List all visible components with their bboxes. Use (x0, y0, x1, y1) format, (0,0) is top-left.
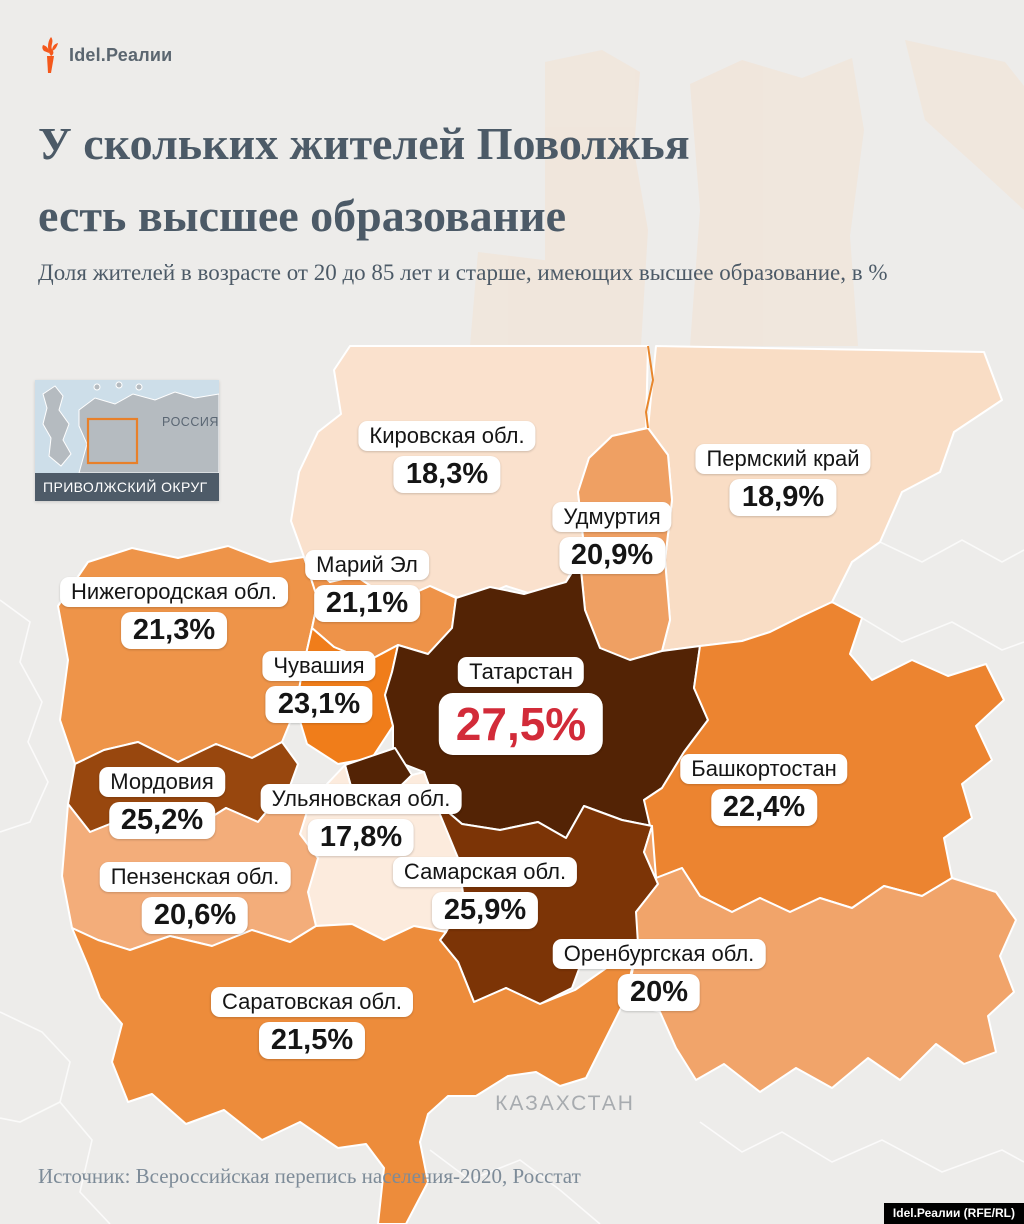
kazakhstan-label: КАЗАХСТАН (495, 1092, 635, 1115)
region-name-pill: Чувашия (262, 651, 376, 681)
region-name-pill: Марий Эл (305, 550, 429, 580)
brand-logo: Idel.Реалии (36, 36, 172, 74)
region-value-pill: 21,3% (120, 612, 228, 649)
region-label-orenburgskaya: Оренбургская обл. 20% (552, 939, 766, 1011)
region-value-pill: 22,4% (710, 789, 818, 826)
torch-icon (42, 37, 58, 73)
region-value-pill: 20% (617, 974, 701, 1011)
region-value-pill: 18,9% (729, 479, 837, 516)
district-banner: ПРИВОЛЖСКИЙ ОКРУГ (35, 473, 219, 501)
page-subtitle: Доля жителей в возрасте от 20 до 85 лет … (38, 260, 888, 285)
region-name-pill: Саратовская обл. (210, 987, 414, 1017)
region-label-udmurtia: Удмуртия 20,9% (552, 502, 672, 574)
source-note: Источник: Всероссийская перепись населен… (38, 1164, 581, 1188)
page-title: У скольких жителей Поволжья есть высшее … (38, 108, 690, 252)
region-value-pill: 25,9% (431, 892, 539, 929)
inset-landmass (42, 381, 219, 473)
page-title-line2: есть высшее образование (38, 190, 567, 241)
region-name-pill: Башкортостан (680, 754, 848, 784)
region-label-mordovia: Мордовия 25,2% (99, 767, 225, 839)
neighbor-border-lines (0, 539, 1024, 1224)
region-label-saratovskaya: Саратовская обл. 21,5% (210, 987, 414, 1059)
region-label-penzenskaya: Пензенская обл. 20,6% (99, 862, 291, 934)
region-name-pill: Оренбургская обл. (552, 939, 766, 969)
credit-badge: Idel.Реалии (RFE/RL) (883, 1203, 1024, 1224)
region-value-pill: 18,3% (393, 456, 501, 493)
district-boundary-line (644, 345, 655, 429)
inset-map-graphic: РОССИЯ (35, 380, 219, 473)
inset-locator-map: РОССИЯ ПРИВОЛЖСКИЙ ОКРУГ (35, 380, 219, 501)
region-label-chuvashia: Чувашия 23,1% (262, 651, 376, 723)
region-value-pill: 20,9% (558, 537, 666, 574)
region-label-samarskaya: Самарская обл. 25,9% (392, 857, 578, 929)
region-name-pill: Ульяновская обл. (260, 784, 462, 814)
region-label-permsky: Пермский край 18,9% (695, 444, 871, 516)
region-value-pill: 21,1% (313, 585, 421, 622)
brand-name: Idel.Реалии (69, 44, 173, 65)
region-name-pill: Самарская обл. (392, 857, 578, 887)
map-bleed-shapes (470, 40, 1024, 346)
region-value-pill: 21,5% (258, 1022, 366, 1059)
region-label-nizhegorodskaya: Нижегородская обл. 21,3% (60, 577, 288, 649)
region-name-pill: Татарстан (458, 657, 584, 687)
region-label-ulyanovskaya: Ульяновская обл. 17,8% (260, 784, 462, 856)
region-orenburgskaya (625, 825, 1017, 1093)
inset-highlight-rect (86, 417, 139, 465)
region-value-pill: 27,5% (438, 693, 604, 755)
inset-country-label: РОССИЯ (162, 415, 219, 429)
region-label-tatarstan: Татарстан 27,5% (438, 657, 604, 755)
region-value-pill: 17,8% (307, 819, 415, 856)
region-name-pill: Пермский край (695, 444, 871, 474)
region-label-kirovskaya: Кировская обл. 18,3% (358, 421, 536, 493)
region-label-mariel: Марий Эл 21,1% (305, 550, 429, 622)
region-name-pill: Нижегородская обл. (60, 577, 288, 607)
region-label-bashkortostan: Башкортостан 22,4% (680, 754, 848, 826)
page-title-line1: У скольких жителей Поволжья (38, 118, 690, 169)
region-value-pill: 25,2% (108, 802, 216, 839)
region-value-pill: 23,1% (265, 686, 373, 723)
region-name-pill: Мордовия (99, 767, 225, 797)
region-name-pill: Пензенская обл. (99, 862, 291, 892)
region-value-pill: 20,6% (141, 897, 249, 934)
region-name-pill: Удмуртия (552, 502, 672, 532)
region-name-pill: Кировская обл. (358, 421, 536, 451)
